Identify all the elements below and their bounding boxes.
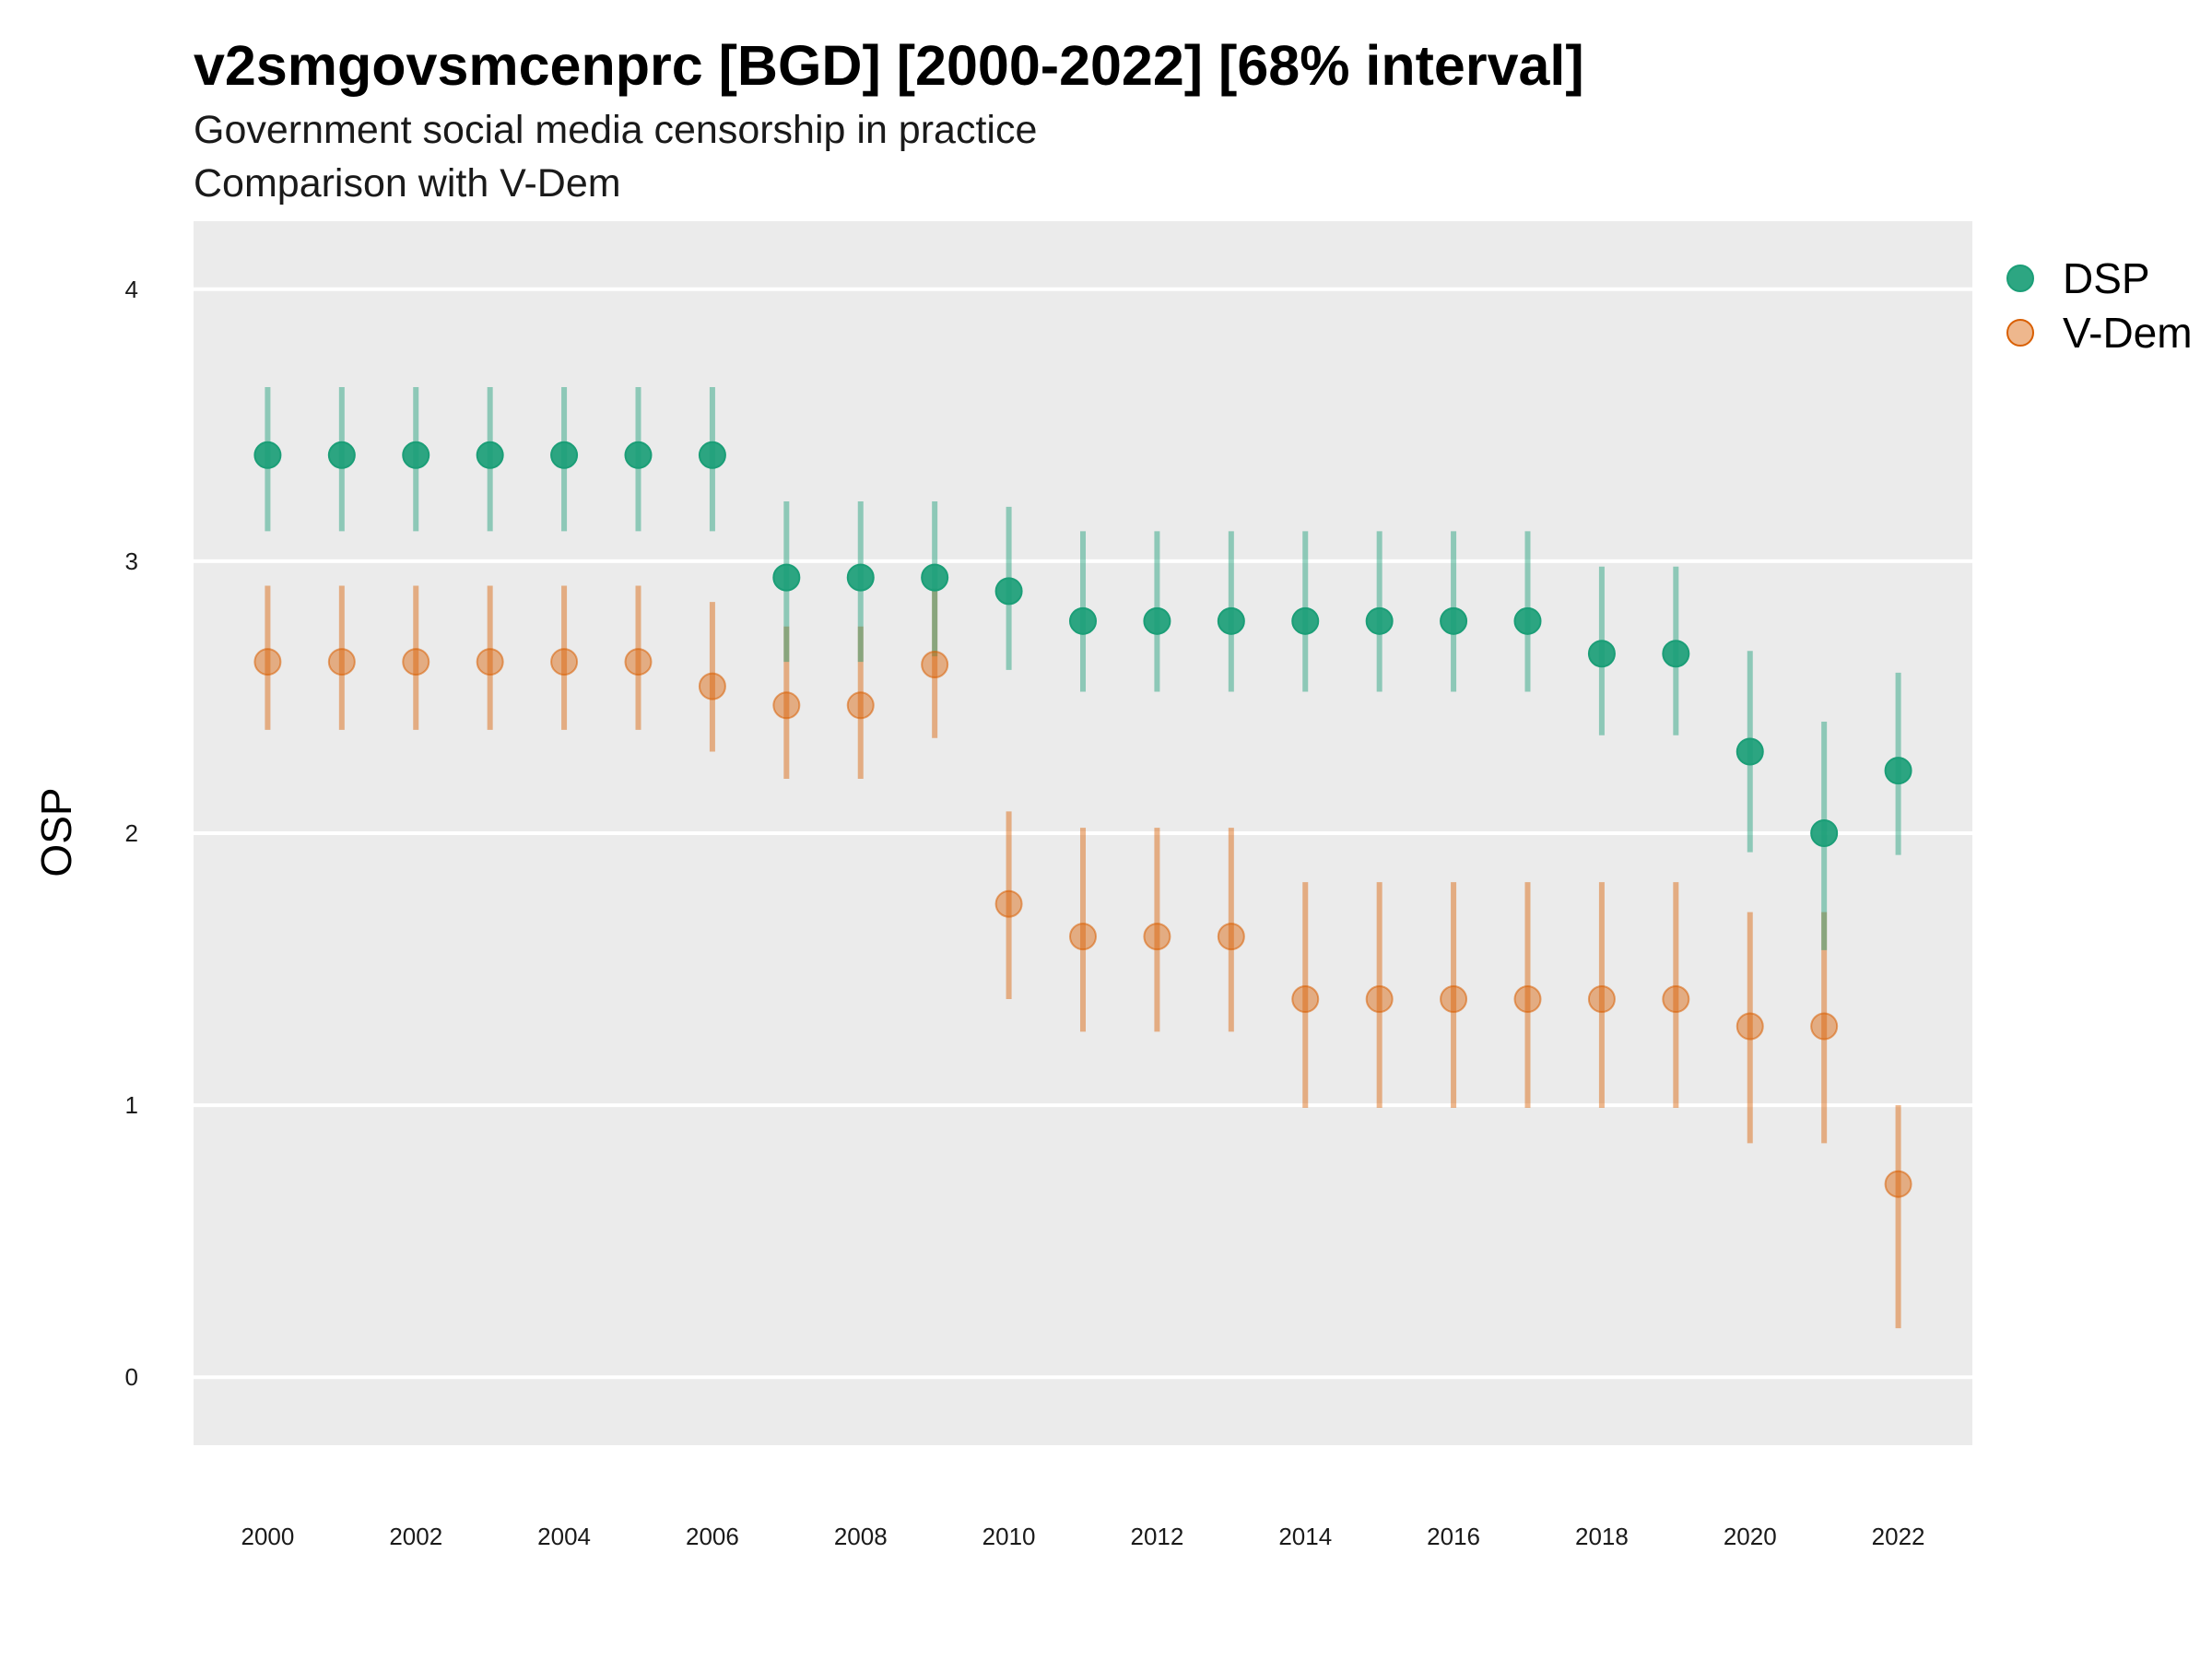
y-tick-label-1: 1 [125, 1091, 138, 1119]
point-v-dem-2013 [1217, 923, 1245, 951]
x-tick-label-2016: 2016 [1427, 1523, 1480, 1550]
point-dsp-2006 [698, 441, 726, 469]
point-dsp-2005 [624, 441, 653, 469]
point-v-dem-2011 [1069, 923, 1097, 951]
point-v-dem-2017 [1513, 985, 1542, 1014]
x-tick-label-2006: 2006 [686, 1523, 739, 1550]
point-v-dem-2004 [550, 648, 579, 677]
point-dsp-2003 [476, 441, 504, 469]
point-dsp-2012 [1143, 606, 1171, 635]
legend-marker-v-dem [2006, 319, 2034, 347]
point-dsp-2016 [1440, 606, 1468, 635]
x-tick-label-2012: 2012 [1130, 1523, 1183, 1550]
chart-subtitle-line-2: Comparison with V-Dem [194, 161, 621, 206]
x-tick-labels: 2000 2002 2004 2006 2008 2010 2012 2014 2016 2018… [241, 1523, 1924, 1550]
x-tick-label-2002: 2002 [389, 1523, 442, 1550]
x-tick-label-2000: 2000 [241, 1523, 294, 1550]
point-dsp-2018 [1587, 640, 1616, 668]
y-axis-label: OSP [32, 787, 80, 877]
point-dsp-2017 [1513, 606, 1542, 635]
point-dsp-2007 [772, 563, 801, 592]
point-v-dem-2019 [1662, 985, 1690, 1014]
point-dsp-2021 [1810, 819, 1839, 847]
point-dsp-2015 [1365, 606, 1394, 635]
legend-label-dsp: DSP [2063, 254, 2150, 302]
x-tick-label-2010: 2010 [982, 1523, 1036, 1550]
point-dsp-2022 [1884, 757, 1912, 785]
y-tick-label-2: 2 [125, 819, 138, 847]
point-v-dem-2022 [1884, 1170, 1912, 1198]
point-v-dem-2016 [1440, 985, 1468, 1014]
point-dsp-2001 [327, 441, 356, 469]
point-dsp-2002 [402, 441, 430, 469]
point-dsp-2014 [1291, 606, 1320, 635]
legend-label-v-dem: V-Dem [2063, 309, 2193, 357]
point-v-dem-2002 [402, 648, 430, 677]
y-tick-label-0: 0 [125, 1363, 138, 1391]
point-dsp-2010 [994, 577, 1023, 606]
point-dsp-2008 [846, 563, 875, 592]
point-v-dem-2008 [846, 691, 875, 720]
point-dsp-2020 [1735, 737, 1764, 766]
x-tick-label-2014: 2014 [1278, 1523, 1332, 1550]
x-tick-label-2020: 2020 [1724, 1523, 1777, 1550]
legend: DSP V-Dem [2006, 254, 2193, 357]
legend-marker-dsp [2006, 265, 2034, 292]
x-tick-label-2022: 2022 [1872, 1523, 1925, 1550]
point-v-dem-2020 [1735, 1012, 1764, 1041]
point-v-dem-2015 [1365, 985, 1394, 1014]
point-dsp-2000 [253, 441, 282, 469]
point-dsp-2019 [1662, 640, 1690, 668]
x-tick-label-2018: 2018 [1575, 1523, 1629, 1550]
point-v-dem-2018 [1587, 985, 1616, 1014]
x-tick-label-2008: 2008 [834, 1523, 888, 1550]
point-v-dem-2005 [624, 648, 653, 677]
point-dsp-2004 [550, 441, 579, 469]
point-v-dem-2001 [327, 648, 356, 677]
point-dsp-2011 [1069, 606, 1097, 635]
chart-subtitle-line-1: Government social media censorship in pr… [194, 108, 1037, 152]
chart-title: v2smgovsmcenprc [BGD] [2000-2022] [68% i… [194, 34, 1584, 97]
point-v-dem-2014 [1291, 985, 1320, 1014]
y-tick-label-3: 3 [125, 547, 138, 575]
x-tick-label-2004: 2004 [537, 1523, 591, 1550]
point-v-dem-2010 [994, 889, 1023, 918]
point-v-dem-2012 [1143, 923, 1171, 951]
point-dsp-2009 [921, 563, 949, 592]
point-v-dem-2000 [253, 648, 282, 677]
point-v-dem-2021 [1810, 1012, 1839, 1041]
point-v-dem-2007 [772, 691, 801, 720]
y-tick-labels: 0 1 2 3 4 [125, 276, 138, 1391]
point-dsp-2013 [1217, 606, 1245, 635]
point-v-dem-2003 [476, 648, 504, 677]
data-marks [253, 387, 1912, 1329]
point-v-dem-2006 [698, 672, 726, 700]
y-tick-label-4: 4 [125, 276, 138, 303]
point-v-dem-2009 [921, 651, 949, 679]
grid-lines [194, 287, 1972, 1380]
